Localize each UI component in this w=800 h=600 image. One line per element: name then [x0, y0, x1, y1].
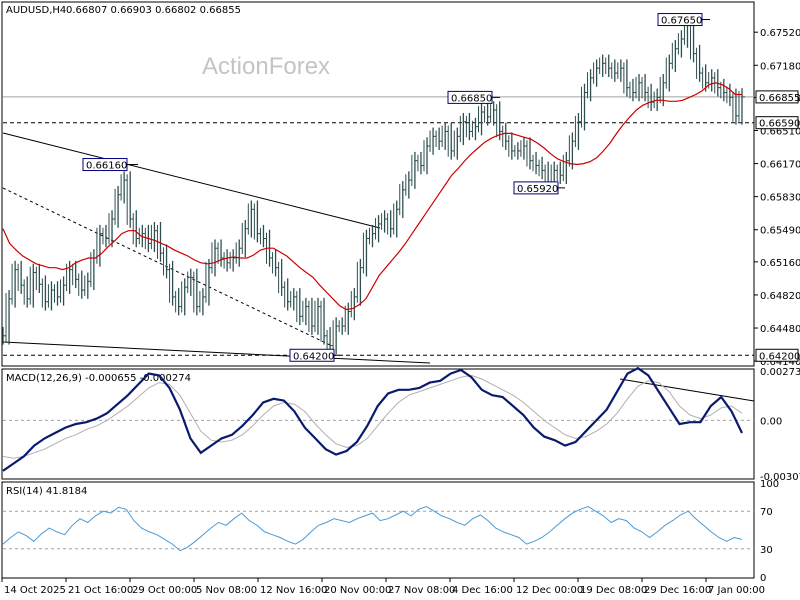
price-ytick-label: 0.66170: [760, 160, 800, 171]
moving-average-line: [2, 82, 742, 311]
price-ytick-label: 0.67520: [760, 28, 800, 39]
xtick-label: 29 Oct 00:00: [132, 585, 197, 596]
xtick-label: 21 Oct 16:00: [68, 585, 133, 596]
price-label: 0.66850: [451, 93, 492, 104]
symbol-label: AUDUSD,H4: [6, 5, 66, 16]
price-label: 0.66160: [86, 161, 127, 172]
macd-line: [2, 366, 743, 472]
macd-signal-line: [2, 374, 743, 459]
ohlc-label: 0.66807 0.66903 0.66802 0.66855: [66, 5, 241, 16]
xtick-label: 5 Nov 08:00: [196, 585, 257, 596]
rsi-ytick-label: 70: [760, 507, 773, 518]
watermark: ActionForex: [202, 53, 330, 80]
current-price-tag-box: [755, 90, 799, 104]
macd-ytick-label: 0.002731: [760, 367, 800, 378]
rsi-label: RSI(14) 41.8184: [6, 486, 87, 497]
price-panel[interactable]: [1, 1, 755, 367]
macd-trendline[interactable]: [619, 378, 755, 402]
macd-ytick-label: 0.00: [760, 416, 782, 427]
price-ytick-label: 0.65830: [760, 193, 800, 204]
xtick-label: 29 Dec 16:00: [644, 585, 711, 596]
xtick-label: 4 Dec 16:00: [452, 585, 513, 596]
xtick-label: 20 Nov 00:00: [324, 585, 391, 596]
price-ytick-label: 0.66510: [760, 126, 800, 137]
price-ytick-label: 0.64480: [760, 324, 800, 335]
xtick-label: 12 Dec 00:00: [516, 585, 583, 596]
xtick-label: 12 Nov 16:00: [260, 585, 327, 596]
xtick-label: 27 Nov 08:00: [388, 585, 455, 596]
price-ytick-label: 0.65490: [760, 226, 800, 237]
price-ytick-label: 0.65160: [760, 258, 800, 269]
price-ytick-label: 0.64140: [760, 357, 800, 368]
xtick-label: 14 Oct 2025: [4, 585, 66, 596]
rsi-panel[interactable]: [1, 481, 755, 579]
macd-panel[interactable]: [1, 368, 755, 480]
price-label: 0.64200: [293, 351, 334, 362]
xtick-label: 19 Dec 08:00: [580, 585, 647, 596]
price-label: 0.67650: [661, 16, 702, 27]
support-tag-box: [755, 116, 799, 130]
lower-trendline[interactable]: [2, 341, 431, 364]
rsi-ytick-label: 30: [760, 545, 773, 556]
macd-ytick-label: -0.003077: [760, 472, 800, 483]
xtick-label: 7 Jan 00:00: [708, 585, 765, 596]
upper-trendline[interactable]: [2, 132, 381, 229]
macd-label: MACD(12,26,9) -0.000655 -0.000274: [6, 373, 191, 384]
low-tag: 0.64200: [759, 351, 800, 362]
support-tag: 0.66590: [759, 119, 800, 130]
current-price-tag: 0.66855: [759, 93, 800, 104]
low-tag-box: [755, 348, 799, 362]
rsi-ytick-label: 100: [760, 479, 779, 490]
rsi-ytick-label: 0: [760, 573, 766, 584]
rsi-line: [2, 505, 743, 552]
price-ytick-label: 0.67180: [760, 61, 800, 72]
price-ytick-label: 0.64820: [760, 291, 800, 302]
price-label: 0.65920: [517, 184, 558, 195]
